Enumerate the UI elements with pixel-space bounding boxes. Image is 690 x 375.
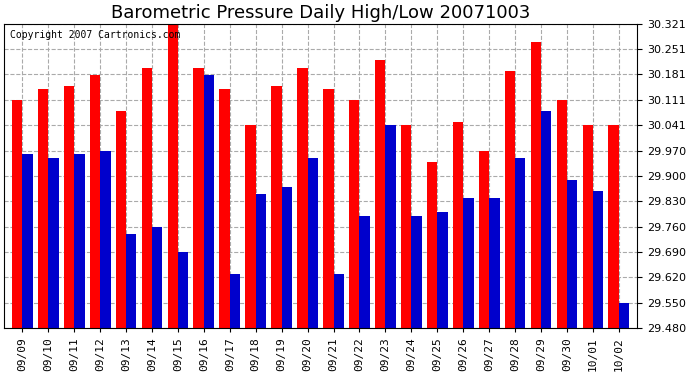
Bar bbox=[489, 198, 500, 328]
Bar bbox=[437, 212, 448, 328]
Bar bbox=[152, 227, 162, 328]
Bar bbox=[126, 234, 137, 328]
Bar bbox=[567, 180, 578, 328]
Bar bbox=[271, 86, 282, 328]
Bar bbox=[168, 24, 178, 328]
Bar bbox=[75, 154, 85, 328]
Bar bbox=[90, 75, 100, 328]
Bar bbox=[531, 42, 541, 328]
Bar bbox=[427, 162, 437, 328]
Bar bbox=[100, 151, 110, 328]
Bar bbox=[193, 68, 204, 328]
Bar bbox=[375, 60, 386, 328]
Bar bbox=[141, 68, 152, 328]
Bar bbox=[411, 216, 422, 328]
Bar bbox=[619, 303, 629, 328]
Bar bbox=[582, 125, 593, 328]
Bar bbox=[256, 194, 266, 328]
Bar bbox=[359, 216, 370, 328]
Bar bbox=[230, 274, 240, 328]
Bar bbox=[557, 100, 567, 328]
Bar bbox=[38, 89, 48, 328]
Bar bbox=[308, 158, 318, 328]
Bar bbox=[323, 89, 333, 328]
Bar bbox=[463, 198, 473, 328]
Bar bbox=[515, 158, 526, 328]
Text: Copyright 2007 Cartronics.com: Copyright 2007 Cartronics.com bbox=[10, 30, 181, 40]
Bar bbox=[401, 125, 411, 328]
Bar bbox=[297, 68, 308, 328]
Bar bbox=[63, 86, 75, 328]
Bar bbox=[333, 274, 344, 328]
Bar bbox=[609, 125, 619, 328]
Bar bbox=[593, 190, 603, 328]
Bar bbox=[204, 75, 214, 328]
Bar bbox=[116, 111, 126, 328]
Bar bbox=[541, 111, 551, 328]
Bar bbox=[282, 187, 292, 328]
Bar bbox=[453, 122, 463, 328]
Bar bbox=[246, 125, 256, 328]
Bar bbox=[349, 100, 359, 328]
Bar bbox=[22, 154, 32, 328]
Bar bbox=[386, 125, 396, 328]
Bar bbox=[479, 151, 489, 328]
Bar bbox=[12, 100, 22, 328]
Bar bbox=[178, 252, 188, 328]
Title: Barometric Pressure Daily High/Low 20071003: Barometric Pressure Daily High/Low 20071… bbox=[111, 4, 530, 22]
Bar bbox=[219, 89, 230, 328]
Bar bbox=[504, 71, 515, 328]
Bar bbox=[48, 158, 59, 328]
